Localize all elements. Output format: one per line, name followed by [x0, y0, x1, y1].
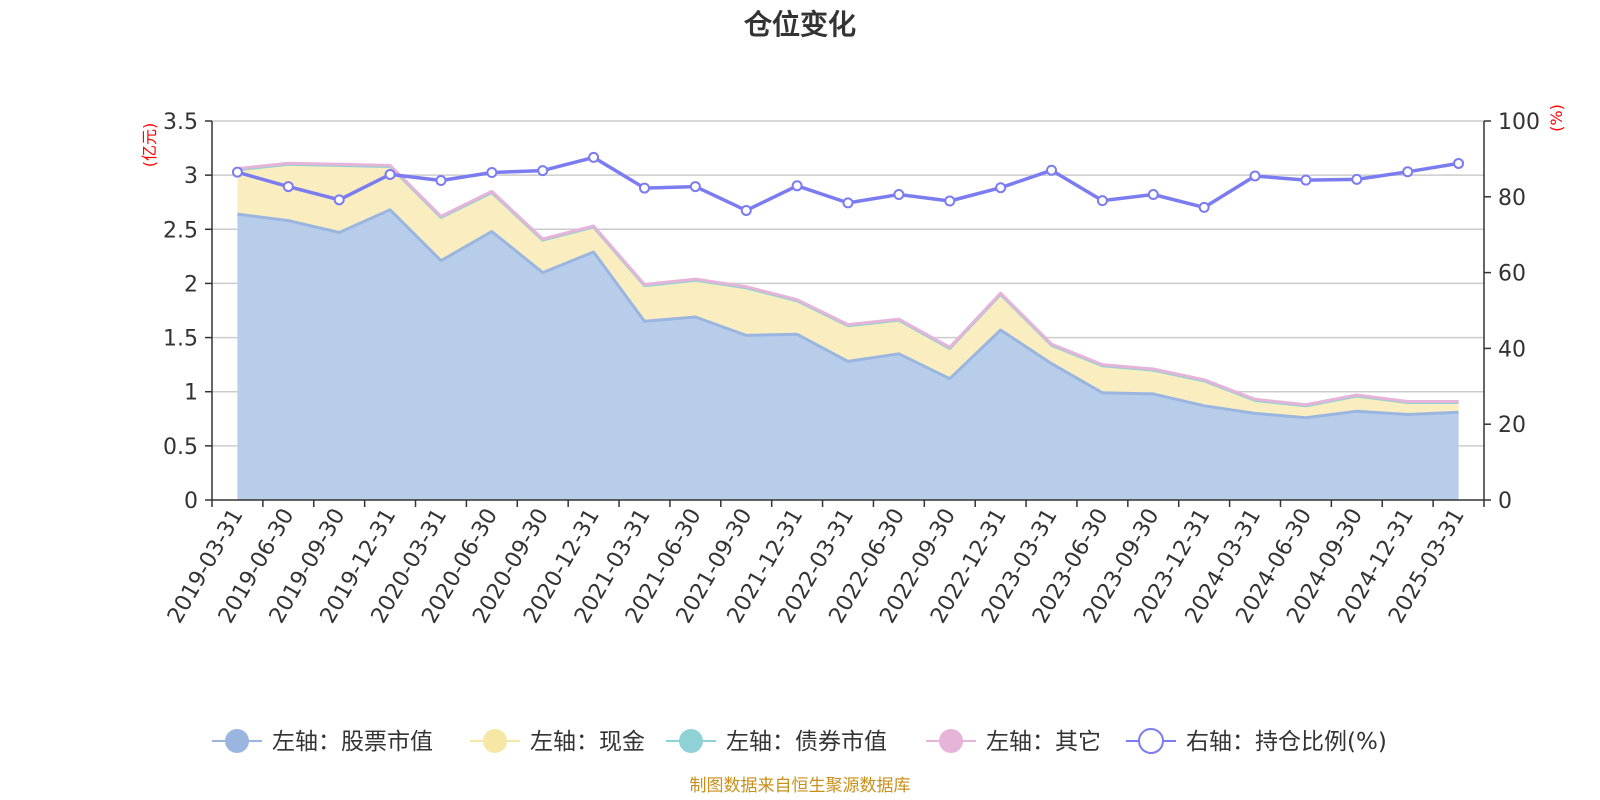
- ratio-point: [435, 175, 447, 187]
- left-axis-ticks: 0 0.5 1 1.5 2 2.5 3 3.5: [163, 110, 212, 514]
- left-tick-label: 3.5: [163, 110, 198, 135]
- ratio-points: [231, 151, 1465, 216]
- left-tick-label: 2.5: [163, 218, 198, 243]
- line-左轴：股票市值: [237, 208, 1459, 420]
- ratio-point: [486, 167, 498, 179]
- source-note: 制图数据来自恒生聚源数据库: [690, 776, 911, 796]
- legend-marker: [939, 729, 963, 753]
- ratio-point: [893, 189, 905, 201]
- ratio-point: [689, 181, 701, 193]
- ratio-point: [1046, 164, 1058, 176]
- ratio-point: [638, 182, 650, 194]
- legend-marker: [225, 729, 249, 753]
- ratio-point: [231, 166, 243, 178]
- axes: [211, 121, 1485, 501]
- chart-title: 仓位变化: [744, 8, 856, 41]
- legend-item[interactable]: 左轴：股票市值: [212, 729, 433, 755]
- legend-label: 右轴：持仓比例(%): [1186, 729, 1387, 755]
- legend-label: 左轴：债券市值: [726, 729, 887, 755]
- right-tick-label: 20: [1498, 413, 1526, 438]
- legend-item[interactable]: 左轴：现金: [470, 729, 645, 755]
- legend-label: 左轴：现金: [530, 729, 645, 755]
- right-axis-ticks: 0 20 40 60 80 100: [1484, 110, 1540, 514]
- ratio-point: [537, 165, 549, 177]
- ratio-point: [1300, 174, 1312, 186]
- ratio-point: [740, 204, 752, 216]
- stacked-areas: [237, 163, 1459, 501]
- ratio-point: [1198, 201, 1210, 213]
- ratio-point: [1147, 189, 1159, 201]
- right-tick-label: 0: [1498, 489, 1512, 514]
- left-tick-label: 1: [184, 381, 198, 406]
- ratio-point: [282, 181, 294, 193]
- right-tick-label: 80: [1498, 186, 1526, 211]
- right-tick-label: 40: [1498, 337, 1526, 362]
- left-axis-unit: (亿元): [140, 123, 159, 168]
- left-tick-label: 3: [184, 164, 198, 189]
- ratio-point: [1096, 195, 1108, 207]
- legend-label: 左轴：其它: [986, 729, 1101, 755]
- ratio-point: [1249, 170, 1261, 182]
- x-axis-ticks: 2019-03-312019-06-302019-09-302019-12-31…: [163, 500, 1485, 628]
- legend-marker: [1138, 728, 1164, 754]
- legend-label: 左轴：股票市值: [272, 729, 433, 755]
- ratio-point: [1453, 157, 1465, 169]
- left-tick-label: 0: [184, 489, 198, 514]
- ratio-point: [1351, 173, 1363, 185]
- right-tick-label: 100: [1498, 110, 1540, 135]
- area-左轴：股票市值: [237, 209, 1459, 501]
- ratio-point: [995, 182, 1007, 194]
- ratio-point: [1402, 166, 1414, 178]
- right-axis-unit: (%): [1547, 104, 1566, 132]
- left-tick-label: 0.5: [163, 435, 198, 460]
- legend[interactable]: 左轴：股票市值 左轴：现金 左轴：债券市值 左轴：其它 右轴：持仓比例(%): [212, 728, 1387, 755]
- legend-item[interactable]: 左轴：其它: [926, 729, 1101, 755]
- ratio-point: [944, 195, 956, 207]
- ratio-point: [791, 180, 803, 192]
- line-左轴：其它: [237, 161, 1459, 407]
- ratio-point: [842, 197, 854, 209]
- left-tick-label: 1.5: [163, 327, 198, 352]
- legend-item[interactable]: 左轴：债券市值: [666, 729, 887, 755]
- ratio-point: [333, 194, 345, 206]
- legend-item[interactable]: 右轴：持仓比例(%): [1126, 728, 1387, 755]
- left-tick-label: 2: [184, 272, 198, 297]
- legend-marker: [483, 729, 507, 753]
- ratio-point: [588, 151, 600, 163]
- legend-marker: [679, 729, 703, 753]
- ratio-point: [384, 168, 396, 180]
- right-tick-label: 60: [1498, 262, 1526, 287]
